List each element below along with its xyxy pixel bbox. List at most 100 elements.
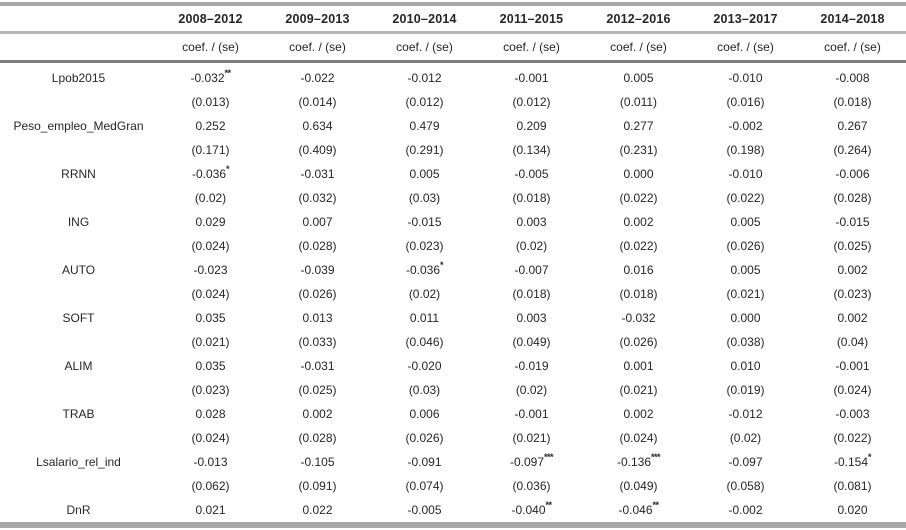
coef-cell: -0.008 xyxy=(835,71,870,85)
coef-cell: -0.039 xyxy=(300,263,335,277)
se-cell: (0.264) xyxy=(833,143,872,157)
coef-cell: 0.003 xyxy=(516,311,547,325)
coef-cell: -0.031 xyxy=(300,359,335,373)
se-cell: (0.026) xyxy=(726,239,765,253)
coef-cell: 0.020 xyxy=(837,503,868,517)
year-header-cell: 2010–2014 xyxy=(371,4,478,34)
variable-label: ING xyxy=(67,215,90,229)
se-cell: (0.024) xyxy=(833,383,872,397)
table-row: DnR 0.021 0.022 -0.005 -0.040** -0.046** -0.00… xyxy=(0,498,906,525)
year-header-cell: 2013–2017 xyxy=(692,4,799,34)
se-cell: (0.018) xyxy=(512,287,551,301)
se-cell: (0.033) xyxy=(298,335,337,349)
se-cell: (0.091) xyxy=(298,479,337,493)
coef-cell: 0.011 xyxy=(409,311,440,325)
se-cell: (0.02) xyxy=(408,287,441,301)
coef-cell: -0.015 xyxy=(835,215,870,229)
variable-label: Lpob2015 xyxy=(51,71,106,85)
se-cell: (0.291) xyxy=(405,143,444,157)
se-cell: (0.021) xyxy=(726,287,765,301)
coef-cell: 0.000 xyxy=(623,167,654,181)
se-cell: (0.023) xyxy=(405,239,444,253)
coef-cell: 0.005 xyxy=(730,215,761,229)
empty-label-cell xyxy=(0,234,157,258)
empty-label-cell xyxy=(0,474,157,498)
se-cell: (0.02) xyxy=(729,431,762,445)
table-row-se: (0.023) (0.025) (0.03) (0.02) (0.021) (0.019)… xyxy=(0,378,906,402)
se-cell: (0.022) xyxy=(726,191,765,205)
se-cell: (0.022) xyxy=(619,239,658,253)
coef-cell: -0.019 xyxy=(514,359,549,373)
se-cell: (0.023) xyxy=(833,287,872,301)
coef-value: -0.040 xyxy=(511,503,546,517)
coef-cell: 0.002 xyxy=(302,407,333,421)
coef-cell: 0.003 xyxy=(516,215,547,229)
empty-label-cell xyxy=(0,282,157,306)
table-row: TRAB 0.028 0.002 0.006 -0.001 0.002 -0.012 -0.0… xyxy=(0,402,906,426)
significance-stars: * xyxy=(440,260,444,270)
coef-cell: -0.012 xyxy=(407,71,442,85)
se-cell: (0.026) xyxy=(619,335,658,349)
coef-cell: 0.013 xyxy=(302,311,333,325)
se-cell: (0.026) xyxy=(298,287,337,301)
coef-cell: 0.002 xyxy=(623,407,654,421)
subheader-row: coef. / (se) coef. / (se) coef. / (se) coef… xyxy=(0,32,906,63)
empty-label-cell xyxy=(0,90,157,114)
subheader-cell: coef. / (se) xyxy=(799,32,906,63)
se-cell: (0.016) xyxy=(726,95,765,109)
se-cell: (0.018) xyxy=(619,287,658,301)
coef-cell: -0.154* xyxy=(799,450,906,474)
variable-label: AUTO xyxy=(61,263,96,277)
se-cell: (0.019) xyxy=(726,383,765,397)
se-cell: (0.025) xyxy=(833,239,872,253)
empty-label-cell xyxy=(0,138,157,162)
se-cell: (0.231) xyxy=(619,143,658,157)
se-cell: (0.03) xyxy=(408,191,441,205)
se-cell: (0.032) xyxy=(298,191,337,205)
coef-cell: 0.035 xyxy=(195,359,226,373)
coef-cell: -0.013 xyxy=(193,455,228,469)
coef-cell: 0.007 xyxy=(302,215,333,229)
se-cell: (0.014) xyxy=(298,95,337,109)
coef-cell: 0.006 xyxy=(409,407,440,421)
coef-cell: -0.003 xyxy=(835,407,870,421)
se-cell: (0.023) xyxy=(191,383,230,397)
coef-cell: -0.015 xyxy=(407,215,442,229)
significance-stars: ** xyxy=(652,500,660,510)
se-cell: (0.018) xyxy=(512,191,551,205)
se-cell: (0.024) xyxy=(191,239,230,253)
year-header-cell: 2012–2016 xyxy=(585,4,692,34)
table-row: RRNN -0.036* -0.031 0.005 -0.005 0.000 -0.010 -… xyxy=(0,162,906,186)
coef-cell: -0.007 xyxy=(514,263,549,277)
year-header-row: 2008–2012 2009–2013 2010–2014 2011–2015 2012… xyxy=(0,4,906,34)
coef-cell: -0.091 xyxy=(407,455,442,469)
coef-cell: -0.105 xyxy=(300,455,335,469)
empty-label-cell xyxy=(0,426,157,450)
table-row-se: (0.013) (0.014) (0.012) (0.012) (0.011) (0.01… xyxy=(0,90,906,114)
subheader-cell: coef. / (se) xyxy=(478,32,585,63)
variable-label: TRAB xyxy=(62,407,95,421)
variable-label: DnR xyxy=(66,503,91,517)
variable-label: SOFT xyxy=(62,311,95,325)
coef-cell: 0.022 xyxy=(302,503,333,517)
table-row: ALIM 0.035 -0.031 -0.020 -0.019 0.001 0.010 -0.… xyxy=(0,354,906,378)
se-cell: (0.024) xyxy=(191,431,230,445)
significance-stars: * xyxy=(868,452,872,462)
coef-cell: -0.002 xyxy=(728,503,763,517)
se-cell: (0.018) xyxy=(833,95,872,109)
coef-cell: 0.277 xyxy=(623,119,654,133)
coef-cell: -0.032 xyxy=(621,311,656,325)
table-row: Lsalario_rel_ind -0.013 -0.105 -0.091 -0.097… xyxy=(0,450,906,474)
subheader-cell: coef. / (se) xyxy=(692,32,799,63)
se-cell: (0.036) xyxy=(512,479,551,493)
coef-cell: -0.012 xyxy=(728,407,763,421)
se-cell: (0.409) xyxy=(298,143,337,157)
se-cell: (0.012) xyxy=(405,95,444,109)
coef-cell: -0.001 xyxy=(514,71,549,85)
empty-label-cell xyxy=(0,378,157,402)
coef-cell: -0.046** xyxy=(585,498,692,525)
coef-cell: -0.023 xyxy=(193,263,228,277)
se-cell: (0.028) xyxy=(833,191,872,205)
